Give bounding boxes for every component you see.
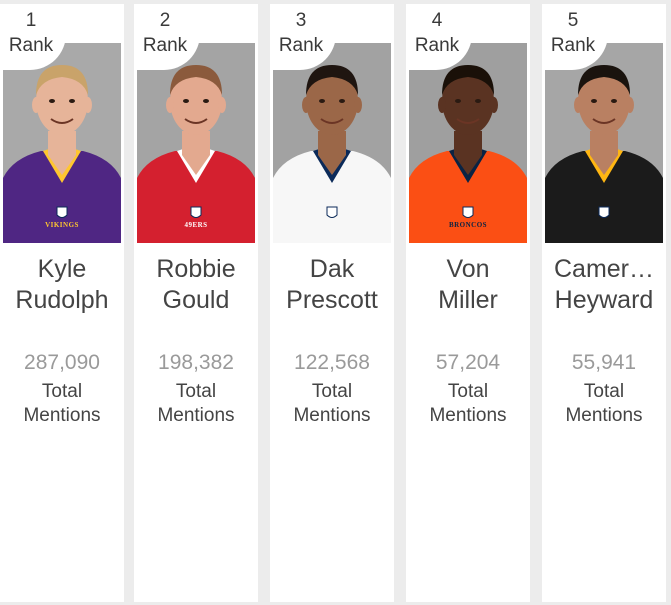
player-card[interactable]: BRONCOS 4 Rank Von Miller 57,204 Total Mentions: [406, 4, 530, 602]
player-first-name: Dak: [309, 255, 355, 283]
metric-label-line1: Total: [583, 381, 625, 402]
player-portrait-image: [137, 43, 255, 243]
player-photo: VIKINGS: [3, 43, 121, 243]
metric-label: Total Mentions: [134, 380, 258, 428]
rank-badge: 3 Rank: [270, 4, 336, 70]
player-card[interactable]: 49ERS 2 Rank Robbie Gould 198,382 Total Mention…: [134, 4, 258, 602]
player-name[interactable]: Camer… Heyward: [542, 254, 666, 316]
player-portrait-image: [545, 43, 663, 243]
player-last-name: Heyward: [554, 286, 654, 314]
metric-label-line2: Mentions: [429, 405, 507, 426]
metric-label-line2: Mentions: [293, 405, 371, 426]
rank-number: 5: [567, 10, 579, 31]
player-card[interactable]: 3 Rank Dak Prescott 122,568 Total Mentions: [270, 4, 394, 602]
rank-number: 3: [295, 10, 307, 31]
player-first-name: Camer…: [553, 255, 654, 283]
player-photo: [545, 43, 663, 243]
mention-count: 198,382: [158, 351, 234, 374]
metric-label-line1: Total: [447, 381, 489, 402]
player-photo: 49ERS: [137, 43, 255, 243]
player-photo: BRONCOS: [409, 43, 527, 243]
metric-label: Total Mentions: [270, 380, 394, 428]
rank-label: Rank: [142, 35, 188, 56]
player-card[interactable]: VIKINGS 1 Rank Kyle Rudolph 287,090 Total Menti…: [0, 4, 124, 602]
rank-number: 4: [431, 10, 443, 31]
player-portrait-image: [409, 43, 527, 243]
player-name[interactable]: Robbie Gould: [134, 254, 258, 316]
rank-badge: 1 Rank: [0, 4, 66, 70]
metric-label-line2: Mentions: [565, 405, 643, 426]
player-photo: [273, 43, 391, 243]
rank-badge: 4 Rank: [406, 4, 472, 70]
mention-count: 55,941: [571, 351, 637, 374]
metric-label-line1: Total: [175, 381, 217, 402]
jersey-wordmark: BRONCOS: [448, 221, 488, 229]
jersey-wordmark: VIKINGS: [45, 221, 79, 229]
player-name[interactable]: Kyle Rudolph: [0, 254, 124, 316]
mention-count: 122,568: [294, 351, 370, 374]
mention-count: 57,204: [435, 351, 501, 374]
metric-label: Total Mentions: [0, 380, 124, 428]
metric-label-line1: Total: [311, 381, 353, 402]
player-portrait-image: [273, 43, 391, 243]
rank-badge: 5 Rank: [542, 4, 608, 70]
player-card[interactable]: 5 Rank Camer… Heyward 55,941 Total Mentions: [542, 4, 666, 602]
player-name[interactable]: Dak Prescott: [270, 254, 394, 316]
player-name[interactable]: Von Miller: [406, 254, 530, 316]
player-last-name: Gould: [162, 286, 230, 314]
player-first-name: Von: [446, 255, 490, 283]
metric-label-line2: Mentions: [23, 405, 101, 426]
player-last-name: Rudolph: [15, 286, 109, 314]
rank-number: 2: [159, 10, 171, 31]
rank-number: 1: [25, 10, 37, 31]
rank-label: Rank: [278, 35, 324, 56]
player-portrait-image: [3, 43, 121, 243]
metric-label: Total Mentions: [542, 380, 666, 428]
player-last-name: Miller: [438, 286, 498, 314]
mention-count: 287,090: [24, 351, 100, 374]
metric-label-line1: Total: [41, 381, 83, 402]
rank-label: Rank: [414, 35, 460, 56]
metric-label-line2: Mentions: [157, 405, 235, 426]
player-first-name: Robbie: [156, 255, 236, 283]
player-first-name: Kyle: [37, 255, 87, 283]
rank-badge: 2 Rank: [134, 4, 200, 70]
rank-label: Rank: [8, 35, 54, 56]
rank-label: Rank: [550, 35, 596, 56]
metric-label: Total Mentions: [406, 380, 530, 428]
jersey-wordmark: 49ERS: [184, 221, 208, 229]
player-last-name: Prescott: [286, 286, 378, 314]
